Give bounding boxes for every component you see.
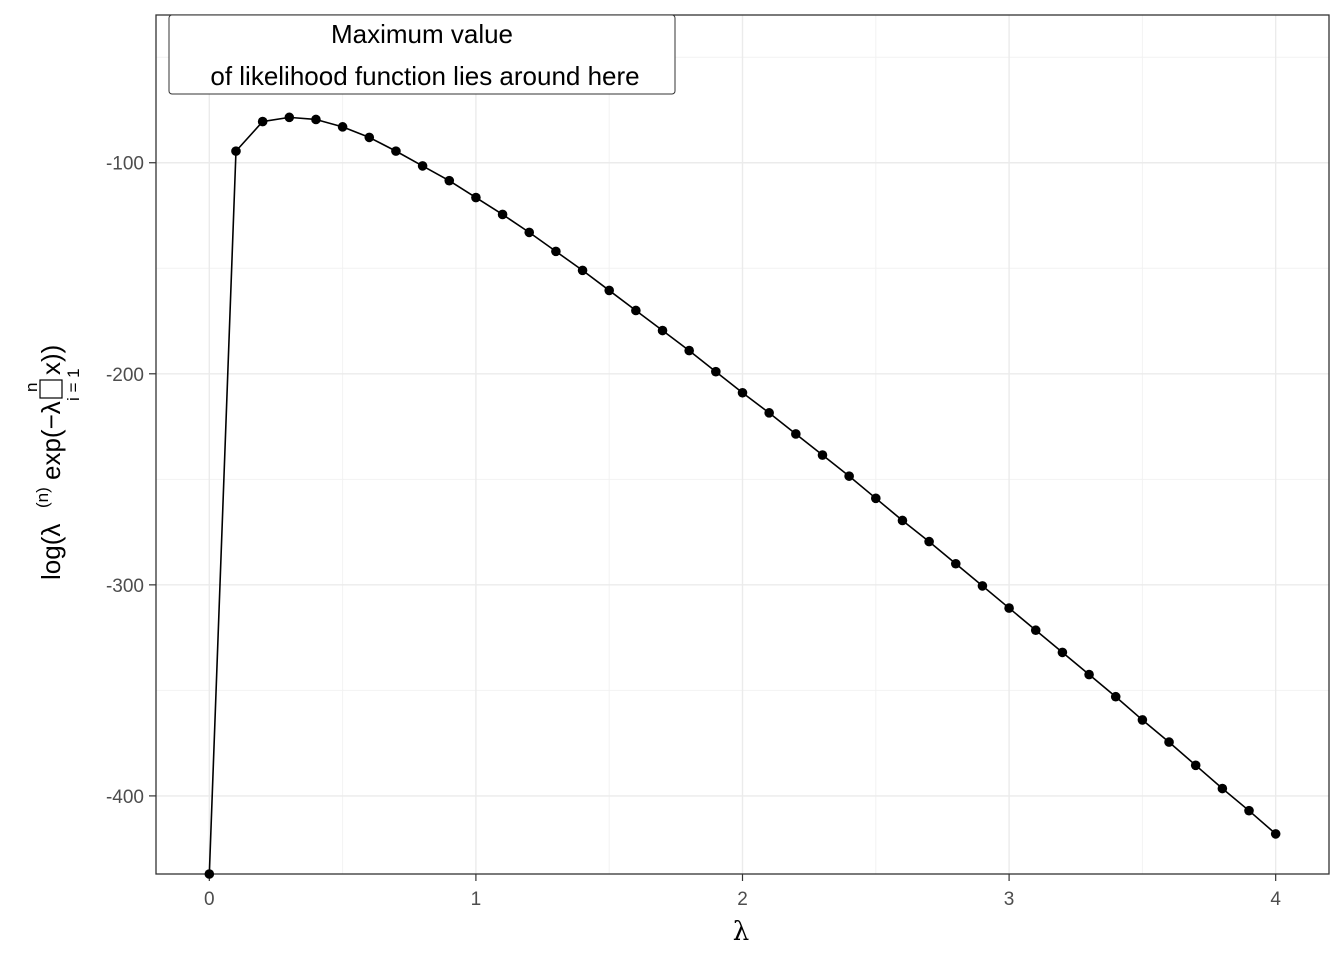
y-axis-title-prefix: log(λ bbox=[36, 524, 66, 580]
data-point bbox=[684, 345, 694, 356]
data-point bbox=[1004, 603, 1014, 613]
data-point bbox=[231, 146, 241, 156]
data-point bbox=[1084, 669, 1094, 680]
x-tick-label: 4 bbox=[1270, 889, 1281, 910]
y-tick-label: -100 bbox=[106, 154, 144, 175]
data-point bbox=[497, 209, 508, 220]
data-point bbox=[604, 285, 614, 296]
annotation-line-1: Maximum value bbox=[331, 19, 513, 49]
data-point bbox=[1030, 625, 1041, 636]
data-point bbox=[257, 116, 268, 127]
y-tick-label: -400 bbox=[106, 787, 144, 808]
data-point bbox=[657, 325, 668, 336]
data-point bbox=[897, 515, 908, 526]
y-axis-title: log(λ (n) exp(−λ n i = 1 x)) bbox=[22, 345, 83, 580]
y-tick-label: -300 bbox=[106, 576, 144, 597]
data-point bbox=[950, 558, 961, 569]
data-point bbox=[204, 869, 215, 879]
annotation: Maximum value of likelihood function lie… bbox=[168, 14, 676, 95]
data-point bbox=[391, 146, 401, 156]
annotation-line-2: of likelihood function lies around here bbox=[210, 61, 639, 91]
data-point bbox=[1137, 715, 1148, 725]
data-point bbox=[871, 493, 881, 504]
data-point bbox=[844, 471, 854, 481]
data-point bbox=[417, 161, 428, 171]
data-point bbox=[337, 122, 348, 132]
data-point bbox=[1244, 805, 1254, 816]
y-axis-title-middle: exp(−λ bbox=[36, 401, 66, 480]
data-point bbox=[471, 192, 481, 203]
data-point bbox=[1057, 647, 1068, 658]
data-point bbox=[924, 536, 934, 547]
data-point bbox=[977, 581, 988, 591]
y-axis-title-sum-upper: n bbox=[22, 383, 41, 392]
data-point bbox=[364, 132, 375, 143]
data-point bbox=[311, 114, 321, 125]
ticks-layer: 0 1 2 3 4 -100 -200 -300 -400 bbox=[106, 154, 1281, 910]
data-point bbox=[577, 265, 588, 276]
data-point bbox=[791, 429, 801, 439]
data-point bbox=[444, 175, 455, 186]
y-axis-title-suffix: x)) bbox=[36, 345, 66, 375]
annotation-box bbox=[168, 14, 676, 95]
data-point bbox=[1164, 737, 1174, 747]
data-layer bbox=[204, 112, 1281, 879]
data-point bbox=[284, 112, 295, 123]
y-tick-label: -200 bbox=[106, 365, 144, 386]
y-axis-title-superscript: (n) bbox=[33, 487, 52, 508]
data-point bbox=[1217, 783, 1228, 794]
y-axis-title-sum-lower: i = 1 bbox=[64, 368, 83, 401]
x-tick-label: 3 bbox=[1004, 889, 1015, 910]
data-point bbox=[1270, 829, 1281, 839]
data-point bbox=[1110, 691, 1121, 702]
x-axis-title: λ bbox=[733, 917, 749, 947]
data-point bbox=[551, 246, 561, 257]
x-tick-label: 0 bbox=[204, 889, 215, 910]
x-tick-label: 1 bbox=[471, 889, 482, 910]
data-point bbox=[764, 408, 774, 418]
x-tick-label: 2 bbox=[737, 889, 748, 910]
data-point bbox=[631, 305, 641, 316]
data-point bbox=[1190, 760, 1201, 771]
sum-symbol-icon bbox=[39, 379, 63, 399]
data-point bbox=[817, 450, 828, 460]
data-point bbox=[711, 366, 721, 377]
data-point bbox=[737, 387, 748, 398]
data-point bbox=[524, 227, 535, 238]
